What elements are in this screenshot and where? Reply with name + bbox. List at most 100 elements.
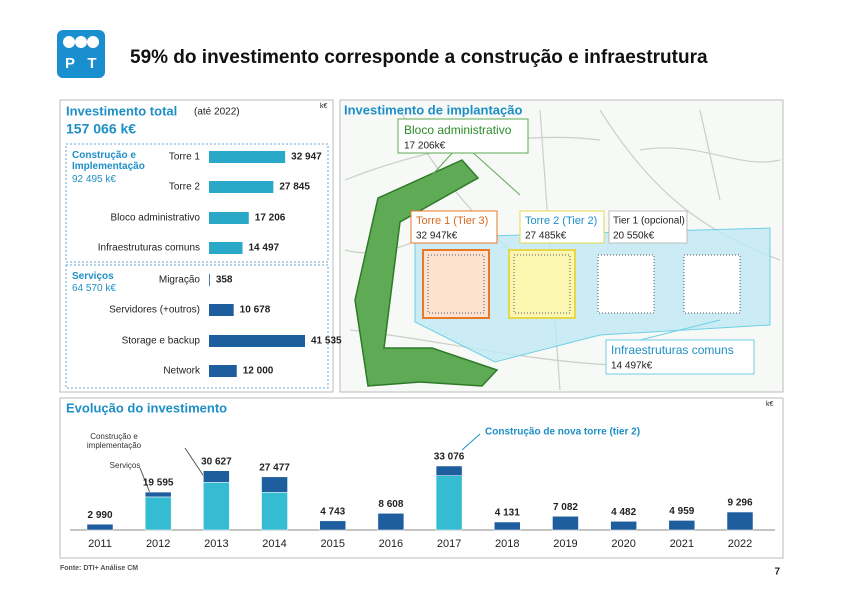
building [597,254,655,314]
tower-1 [422,249,490,319]
callout-label: Infraestruturas comuns [611,343,734,357]
legend-leader [184,447,206,479]
bar-segment [203,482,230,531]
total: 157 066 k€ [66,121,136,137]
legend-entry: Serviços [109,461,141,470]
bar [209,274,210,286]
bar-segment [261,492,288,531]
bar-label: Torre 2 [169,182,201,193]
callout [605,339,755,375]
total-label: 4 482 [611,507,636,518]
legend-leader [139,467,151,494]
group-box [65,264,329,389]
total-label: 2 990 [87,510,112,521]
value-label: 41 535 [311,336,342,347]
x-tick-label: 2014 [262,538,286,550]
x-tick-label: 2012 [146,538,170,550]
bar-segment [726,511,754,531]
building [513,254,571,314]
bar [209,212,249,224]
bar-segment [86,523,114,531]
bar [209,242,243,254]
panel-title: Evolução do investimento [66,400,227,415]
bar-segment [144,496,172,531]
group-total: 92 495 k€ [72,174,116,185]
slide-title: 59% do investimento corresponde a constr… [130,47,708,68]
panel [59,99,334,393]
total-label: 30 627 [201,456,232,467]
callout-value: 17 206k€ [404,141,446,152]
infra-area [414,227,771,363]
logo-dot [63,36,75,48]
bar-segment [435,475,463,531]
page-number: 7 [774,567,780,578]
x-tick-label: 2022 [728,538,752,550]
group-name: Serviços [72,271,114,282]
x-tick-label: 2015 [320,538,344,550]
panel-subtitle: (até 2022) [194,107,240,118]
bar-segment [610,521,637,531]
x-tick-label: 2019 [553,538,577,550]
callout-label: Tier 1 (opcional) [613,216,685,227]
panel-title: Investimento total [66,103,177,118]
panel [59,397,784,559]
group-name: Construção e Implementação [72,150,145,172]
building [683,254,741,314]
total-label: 7 082 [553,502,578,513]
bar-segment [435,465,463,476]
x-tick-label: 2020 [611,538,635,550]
annotation-leader [461,433,481,451]
unit: k€ [766,401,774,408]
value-label: 32 947 [291,152,322,163]
value-label: 27 845 [279,182,310,193]
callout-leader [399,149,521,211]
bar-segment [144,491,172,498]
total-label: 4 743 [320,506,345,517]
value-label: 14 497 [249,243,280,254]
bar-label: Torre 1 [169,152,201,163]
unit: k€ [320,103,328,110]
callout [608,210,688,244]
x-tick-label: 2021 [670,538,694,550]
annotation: Construção de nova torre (tier 2) [485,427,640,438]
total-label: 4 959 [669,506,694,517]
bar-segment [261,476,288,493]
logo-letter: T [87,55,96,72]
callout-value: 32 947k€ [416,231,458,242]
tower-2 [508,249,576,319]
logo-letter: P [65,55,75,72]
callout-value: 27 485k€ [525,231,567,242]
legend-entry: Construção e implementação [86,432,142,450]
bar-segment [377,513,405,531]
total-label: 8 608 [378,499,403,510]
bar-label: Network [163,366,201,377]
bar-label: Infraestruturas comuns [98,243,200,254]
callout-value: 14 497k€ [611,361,653,372]
total-label: 9 296 [727,498,752,509]
bar [209,151,286,163]
bar [209,304,234,316]
callout-label: Bloco administrativo [404,123,512,137]
map [344,109,781,391]
bar [209,181,274,193]
value-label: 358 [216,275,233,286]
x-tick-label: 2018 [495,538,519,550]
group-total: 64 570 k€ [72,283,116,294]
callout-label: Torre 2 (Tier 2) [525,215,597,227]
total-label: 33 076 [434,452,465,463]
bar-label: Migração [159,275,201,286]
value-label: 17 206 [255,213,286,224]
callout [410,210,498,244]
bar [209,335,305,347]
callout-label: Torre 1 (Tier 3) [416,215,488,227]
bar-segment [203,470,230,483]
bar [209,365,237,377]
callout-value: 20 550k€ [613,231,655,242]
logo-dot [75,36,87,48]
group-box [65,143,329,263]
value-label: 10 678 [240,305,271,316]
x-tick-label: 2011 [88,538,112,550]
admin-block [354,159,499,387]
